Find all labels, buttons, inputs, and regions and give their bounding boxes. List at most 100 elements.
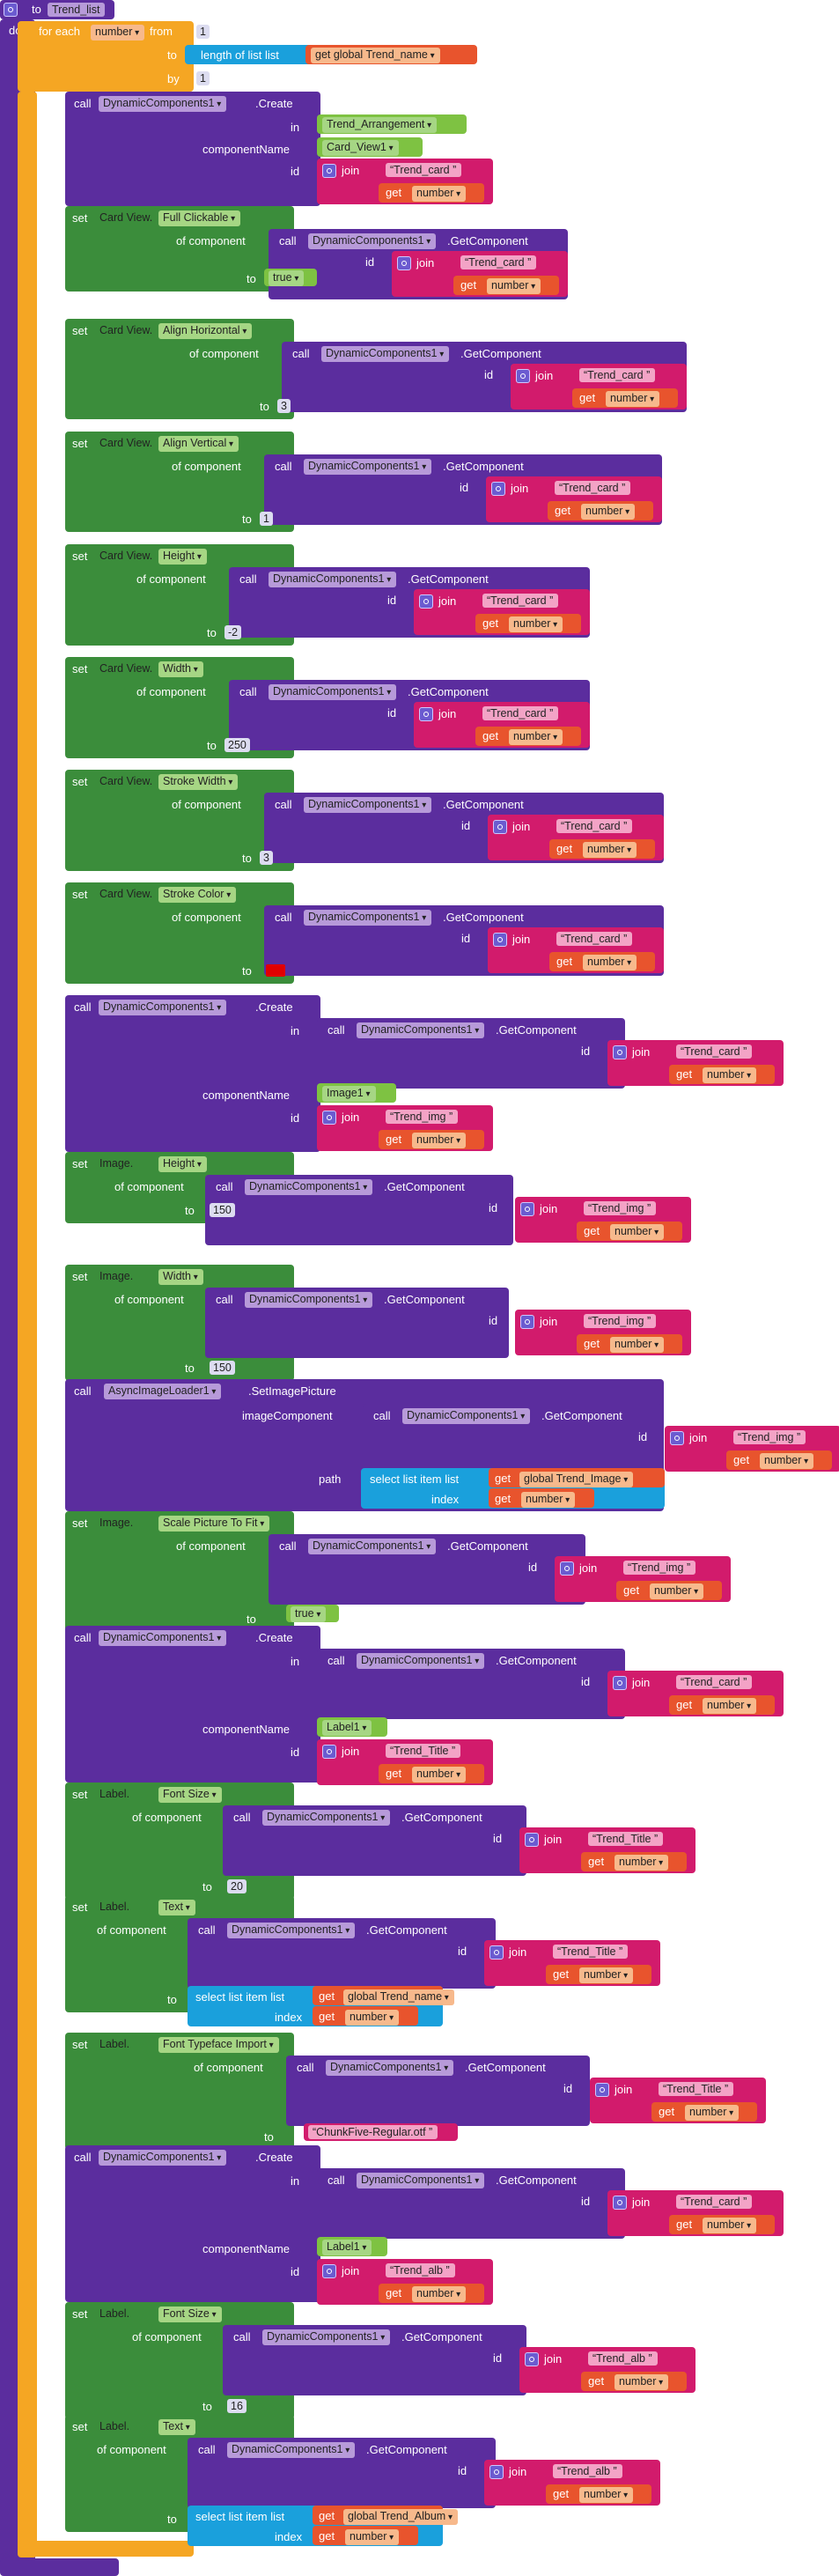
- gear-icon[interactable]: [322, 1111, 336, 1125]
- set-image-width-getcomponent-id-text[interactable]: Trend_img: [584, 1314, 657, 1328]
- gear-icon[interactable]: [493, 933, 507, 947]
- async-imagecomponent-getcomponent-id-text[interactable]: Trend_img: [733, 1430, 806, 1444]
- set-cardview-stroke-color-property[interactable]: Stroke Color: [158, 887, 237, 903]
- gear-icon[interactable]: [322, 164, 336, 178]
- set-cardview-align-vertical-value[interactable]: 1: [260, 512, 273, 526]
- gear-icon[interactable]: [516, 369, 530, 383]
- gear-icon[interactable]: [560, 1561, 574, 1576]
- set-title-font-size-property[interactable]: Font Size: [158, 1787, 222, 1803]
- set-title-typeface-getcomponent-component[interactable]: DynamicComponents1: [326, 2060, 454, 2076]
- set-image-height-property[interactable]: Height: [158, 1156, 207, 1172]
- set-title-text-getcomponent-id-number-var[interactable]: number: [579, 1967, 634, 1983]
- select-image-number-var[interactable]: number: [521, 1492, 576, 1508]
- label-type-value[interactable]: Label1: [322, 1720, 372, 1736]
- set-image-width-getcomponent-id-number-var[interactable]: number: [610, 1337, 665, 1353]
- set-cardview-full-clickable-getcomponent-component[interactable]: DynamicComponents1: [308, 233, 437, 249]
- gear-icon[interactable]: [525, 1833, 539, 1847]
- gear-icon[interactable]: [670, 1431, 684, 1445]
- gear-icon[interactable]: [489, 1945, 504, 1960]
- set-cardview-height-property[interactable]: Height: [158, 549, 207, 565]
- set-album-font-size-getcomponent-id-number-var[interactable]: number: [615, 2374, 669, 2390]
- set-title-text-property[interactable]: Text: [158, 1900, 195, 1915]
- gear-icon[interactable]: [489, 2465, 504, 2479]
- set-cardview-align-vertical-component[interactable]: Card View.: [99, 437, 153, 449]
- gear-icon[interactable]: [419, 594, 433, 609]
- gear-icon[interactable]: [595, 2083, 609, 2097]
- loop-variable[interactable]: number: [91, 25, 145, 41]
- gear-icon[interactable]: [419, 707, 433, 721]
- gear-icon[interactable]: [322, 2264, 336, 2278]
- set-album-text-component[interactable]: Label.: [99, 2420, 130, 2432]
- set-cardview-align-vertical-getcomponent-component[interactable]: DynamicComponents1: [304, 459, 432, 475]
- set-cardview-full-clickable-getcomponent-id-text[interactable]: Trend_card: [460, 255, 537, 269]
- select-name-number-var[interactable]: number: [345, 2010, 400, 2026]
- create-album-id-text[interactable]: Trend_alb: [386, 2263, 455, 2277]
- gear-icon[interactable]: [613, 2196, 627, 2210]
- set-image-scale-getcomponent-component[interactable]: DynamicComponents1: [308, 1539, 437, 1554]
- create-card-id-text[interactable]: Trend_card: [386, 163, 462, 177]
- global-trend-image-var[interactable]: global Trend_Image: [519, 1472, 634, 1487]
- global-trend-name-getter[interactable]: get global Trend_name: [311, 48, 440, 63]
- set-cardview-stroke-color-getcomponent-id-text[interactable]: Trend_card: [556, 932, 633, 946]
- set-album-text-getcomponent-id-number-var[interactable]: number: [579, 2487, 634, 2503]
- set-album-font-size-getcomponent-component[interactable]: DynamicComponents1: [262, 2329, 391, 2345]
- set-album-text-getcomponent-component[interactable]: DynamicComponents1: [227, 2442, 356, 2458]
- set-cardview-align-vertical-getcomponent-id-text[interactable]: Trend_card: [555, 481, 631, 495]
- set-cardview-height-getcomponent-id-text[interactable]: Trend_card: [482, 594, 559, 608]
- set-image-height-getcomponent-component[interactable]: DynamicComponents1: [245, 1179, 373, 1195]
- create-title-in-getcomponent-id-number-var[interactable]: number: [703, 1698, 757, 1714]
- set-cardview-align-vertical-getcomponent-id-number-var[interactable]: number: [581, 504, 636, 520]
- gear-icon[interactable]: [493, 820, 507, 834]
- set-image-height-component[interactable]: Image.: [99, 1157, 134, 1170]
- set-title-font-size-getcomponent-id-number-var[interactable]: number: [615, 1855, 669, 1871]
- set-cardview-stroke-color-getcomponent-component[interactable]: DynamicComponents1: [304, 910, 432, 926]
- select-album-number-var[interactable]: number: [345, 2529, 400, 2545]
- gear-icon[interactable]: [613, 1045, 627, 1059]
- set-album-font-size-value[interactable]: 16: [227, 2399, 247, 2413]
- set-image-width-component[interactable]: Image.: [99, 1270, 134, 1282]
- set-album-font-size-getcomponent-id-text[interactable]: Trend_alb: [588, 2351, 658, 2366]
- set-cardview-align-horizontal-component[interactable]: Card View.: [99, 324, 153, 336]
- create-image-id-number-var[interactable]: number: [412, 1133, 467, 1148]
- set-cardview-stroke-color-red-swatch[interactable]: [266, 964, 285, 977]
- set-image-width-property[interactable]: Width: [158, 1269, 203, 1285]
- set-album-font-size-property[interactable]: Font Size: [158, 2307, 222, 2322]
- set-cardview-align-horizontal-getcomponent-id-number-var[interactable]: number: [606, 391, 660, 407]
- create-image-component[interactable]: DynamicComponents1: [99, 1000, 227, 1015]
- create-album-component[interactable]: DynamicComponents1: [99, 2150, 227, 2166]
- set-cardview-stroke-width-property[interactable]: Stroke Width: [158, 774, 239, 790]
- typeface-text-value[interactable]: ChunkFive-Regular.otf: [308, 2125, 438, 2139]
- set-image-height-value[interactable]: 150: [210, 1203, 235, 1217]
- set-cardview-align-horizontal-getcomponent-id-text[interactable]: Trend_card: [579, 368, 656, 382]
- gear-icon[interactable]: [322, 1745, 336, 1759]
- create-album-id-number-var[interactable]: number: [412, 2286, 467, 2302]
- set-cardview-width-getcomponent-component[interactable]: DynamicComponents1: [269, 684, 397, 700]
- async-imagecomponent-getcomponent-id-number-var[interactable]: number: [760, 1453, 814, 1469]
- set-cardview-full-clickable-getcomponent-id-number-var[interactable]: number: [487, 278, 541, 294]
- procedure-name[interactable]: Trend_list: [48, 3, 106, 17]
- gear-icon[interactable]: [397, 256, 411, 270]
- by-value[interactable]: 1: [196, 71, 210, 85]
- create-image-in-getcomponent-id-number-var[interactable]: number: [703, 1067, 757, 1083]
- set-cardview-stroke-width-getcomponent-id-number-var[interactable]: number: [583, 842, 637, 858]
- set-title-text-getcomponent-id-text[interactable]: Trend_Title: [553, 1945, 629, 1959]
- gear-icon[interactable]: [520, 1315, 534, 1329]
- create-image-in-getcomponent-component[interactable]: DynamicComponents1: [357, 1022, 485, 1038]
- set-image-scale-to-fit-component[interactable]: Image.: [99, 1517, 134, 1529]
- create-title-label-block[interactable]: [65, 1626, 320, 1783]
- set-album-font-size-component[interactable]: Label.: [99, 2307, 130, 2320]
- set-title-typeface-getcomponent-id-text[interactable]: Trend_Title: [659, 2082, 734, 2096]
- create-title-in-getcomponent-id-text[interactable]: Trend_card: [676, 1675, 753, 1689]
- set-title-text-component[interactable]: Label.: [99, 1901, 130, 1913]
- set-cardview-height-component[interactable]: Card View.: [99, 550, 153, 562]
- set-cardview-width-value[interactable]: 250: [224, 738, 250, 752]
- set-cardview-stroke-width-component[interactable]: Card View.: [99, 775, 153, 787]
- create-image-id-text[interactable]: Trend_img: [386, 1110, 459, 1124]
- set-image-width-value[interactable]: 150: [210, 1361, 235, 1375]
- gear-icon[interactable]: [613, 1676, 627, 1690]
- set-image-scale-true[interactable]: true: [291, 1606, 327, 1622]
- set-title-font-size-value[interactable]: 20: [227, 1879, 247, 1893]
- set-title-typeface-property[interactable]: Font Typeface Import: [158, 2037, 279, 2053]
- set-cardview-align-horizontal-getcomponent-component[interactable]: DynamicComponents1: [321, 346, 450, 362]
